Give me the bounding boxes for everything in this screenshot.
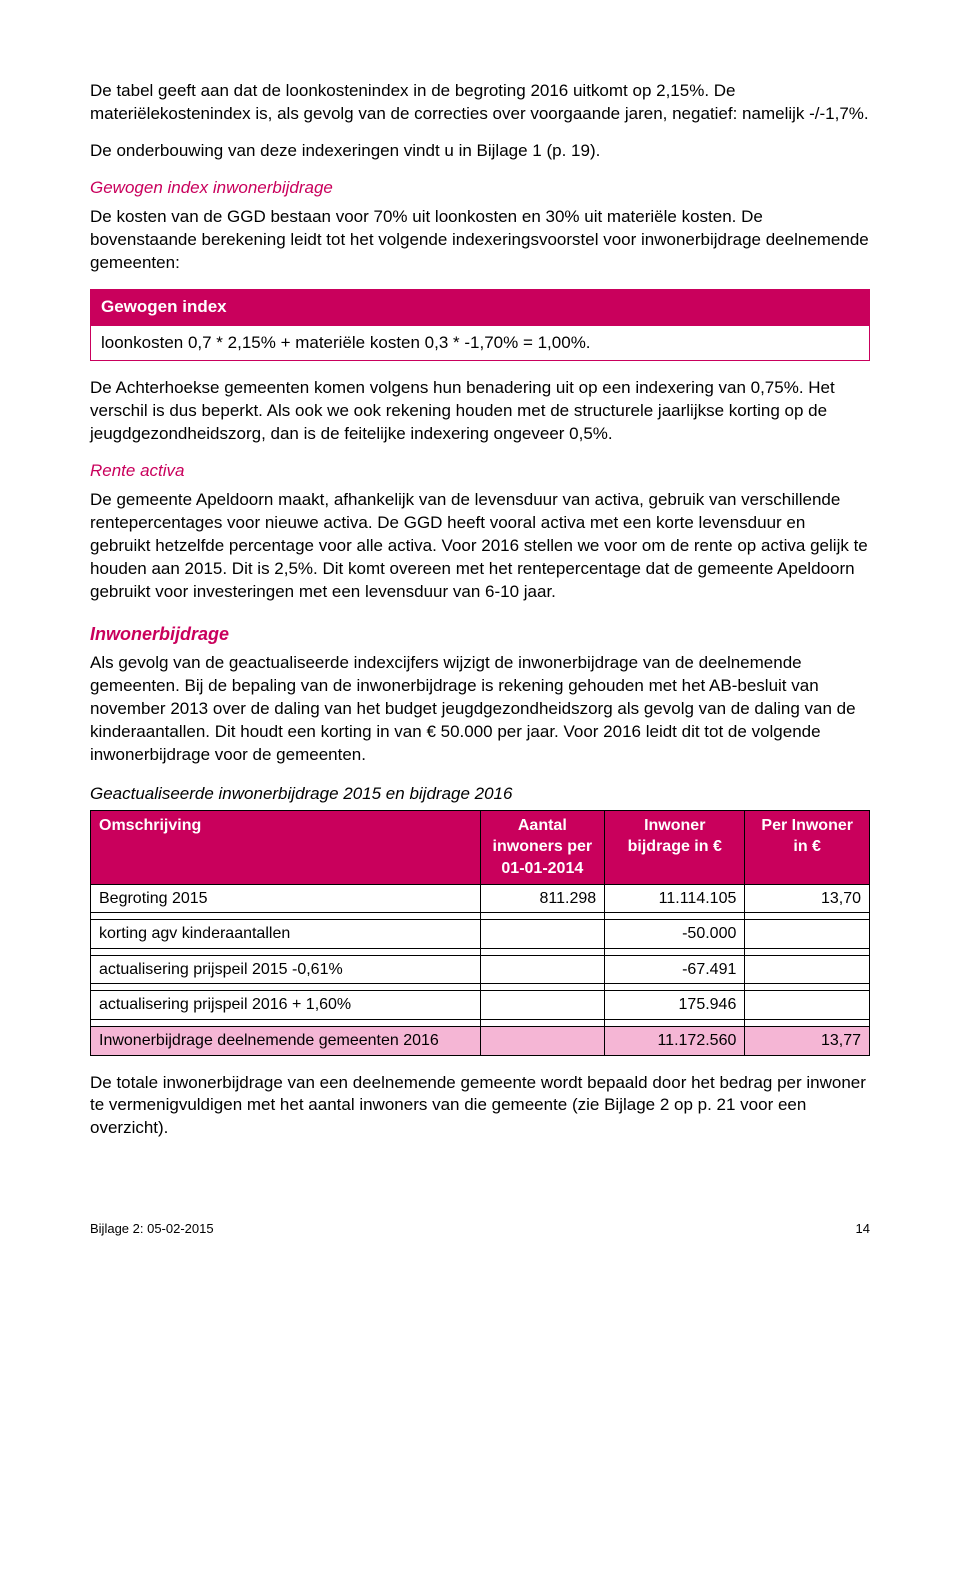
table-row: Begroting 2015811.29811.114.10513,70 <box>91 884 870 913</box>
table-cell: Begroting 2015 <box>91 884 481 913</box>
box-content: loonkosten 0,7 * 2,15% + materiële koste… <box>91 325 870 361</box>
paragraph-4: De Achterhoekse gemeenten komen volgens … <box>90 377 870 446</box>
subhead-gewogen-index: Gewogen index inwonerbijdrage <box>90 177 870 200</box>
footer-left: Bijlage 2: 05-02-2015 <box>90 1220 214 1238</box>
inwonerbijdrage-table: Omschrijving Aantal inwoners per 01-01-2… <box>90 810 870 1056</box>
table-cell: 13,70 <box>745 884 870 913</box>
footer-right: 14 <box>856 1220 870 1238</box>
table-cell: -50.000 <box>605 920 745 949</box>
table-cell <box>745 991 870 1020</box>
table-cell: 11.172.560 <box>605 1026 745 1055</box>
table-cell: 11.114.105 <box>605 884 745 913</box>
table-cell <box>745 920 870 949</box>
paragraph-5: De gemeente Apeldoorn maakt, afhankelijk… <box>90 489 870 604</box>
table-cell <box>480 991 605 1020</box>
col-bijdrage: Inwoner bijdrage in € <box>605 810 745 884</box>
table-cell: Inwonerbijdrage deelnemende gemeenten 20… <box>91 1026 481 1055</box>
col-aantal: Aantal inwoners per 01-01-2014 <box>480 810 605 884</box>
table-caption: Geactualiseerde inwonerbijdrage 2015 en … <box>90 783 870 806</box>
col-perinwoner: Per Inwoner in € <box>745 810 870 884</box>
table-row: Inwonerbijdrage deelnemende gemeenten 20… <box>91 1026 870 1055</box>
table-header-row: Omschrijving Aantal inwoners per 01-01-2… <box>91 810 870 884</box>
table-row: actualisering prijspeil 2015 -0,61% -67.4… <box>91 955 870 984</box>
subhead-rente-activa: Rente activa <box>90 460 870 483</box>
table-cell <box>745 955 870 984</box>
table-spacer <box>91 984 870 991</box>
col-omschrijving: Omschrijving <box>91 810 481 884</box>
table-spacer <box>91 948 870 955</box>
section-inwonerbijdrage: Inwonerbijdrage <box>90 622 870 646</box>
table-cell: actualisering prijspeil 2015 -0,61% <box>91 955 481 984</box>
table-cell <box>480 955 605 984</box>
table-row: korting agv kinderaantallen -50.000 <box>91 920 870 949</box>
table-spacer <box>91 1019 870 1026</box>
table-cell: actualisering prijspeil 2016 + 1,60% <box>91 991 481 1020</box>
table-cell: -67.491 <box>605 955 745 984</box>
table-cell: 811.298 <box>480 884 605 913</box>
table-cell: 13,77 <box>745 1026 870 1055</box>
gewogen-index-box: Gewogen index loonkosten 0,7 * 2,15% + m… <box>90 289 870 362</box>
paragraph-3: De kosten van de GGD bestaan voor 70% ui… <box>90 206 870 275</box>
table-cell: 175.946 <box>605 991 745 1020</box>
paragraph-1: De tabel geeft aan dat de loonkosteninde… <box>90 80 870 126</box>
paragraph-6: Als gevolg van de geactualiseerde indexc… <box>90 652 870 767</box>
paragraph-2: De onderbouwing van deze indexeringen vi… <box>90 140 870 163</box>
table-row: actualisering prijspeil 2016 + 1,60% 175.… <box>91 991 870 1020</box>
paragraph-7: De totale inwonerbijdrage van een deelne… <box>90 1072 870 1141</box>
table-cell <box>480 920 605 949</box>
page-footer: Bijlage 2: 05-02-2015 14 <box>90 1220 870 1238</box>
table-spacer <box>91 913 870 920</box>
box-header: Gewogen index <box>91 289 870 325</box>
table-cell: korting agv kinderaantallen <box>91 920 481 949</box>
table-cell <box>480 1026 605 1055</box>
